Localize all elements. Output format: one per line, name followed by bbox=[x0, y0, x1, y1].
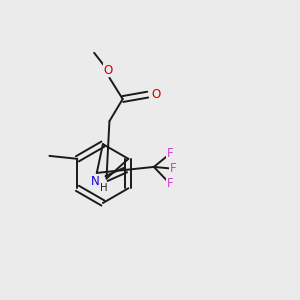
Text: F: F bbox=[167, 177, 173, 190]
Text: O: O bbox=[151, 88, 160, 100]
Text: F: F bbox=[167, 147, 173, 160]
Text: N: N bbox=[91, 175, 100, 188]
Text: O: O bbox=[103, 64, 113, 77]
Text: F: F bbox=[170, 162, 176, 175]
Text: H: H bbox=[100, 183, 108, 193]
